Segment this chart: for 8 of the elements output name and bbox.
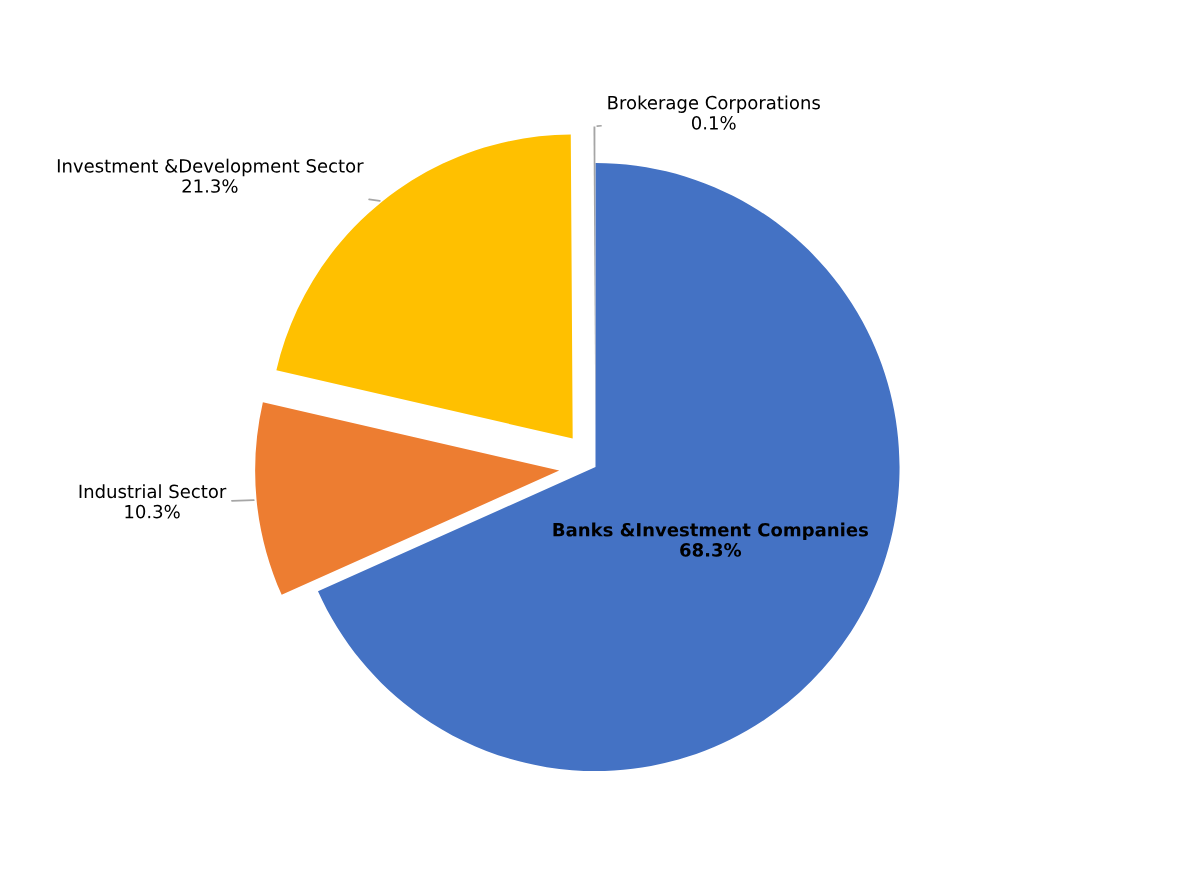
data-label: 0.1% <box>691 116 736 130</box>
slice-label: Industrial Sector <box>79 484 227 499</box>
slice-label: Investment &Development Sector <box>57 158 364 177</box>
data-label: 21.3% <box>182 179 238 193</box>
data-label: 10.3% <box>125 504 180 519</box>
data-label: 68.3% <box>680 543 742 557</box>
slice-label: Brokerage Corporations <box>608 95 820 113</box>
slice-label: Banks &Investment Companies <box>553 522 868 541</box>
